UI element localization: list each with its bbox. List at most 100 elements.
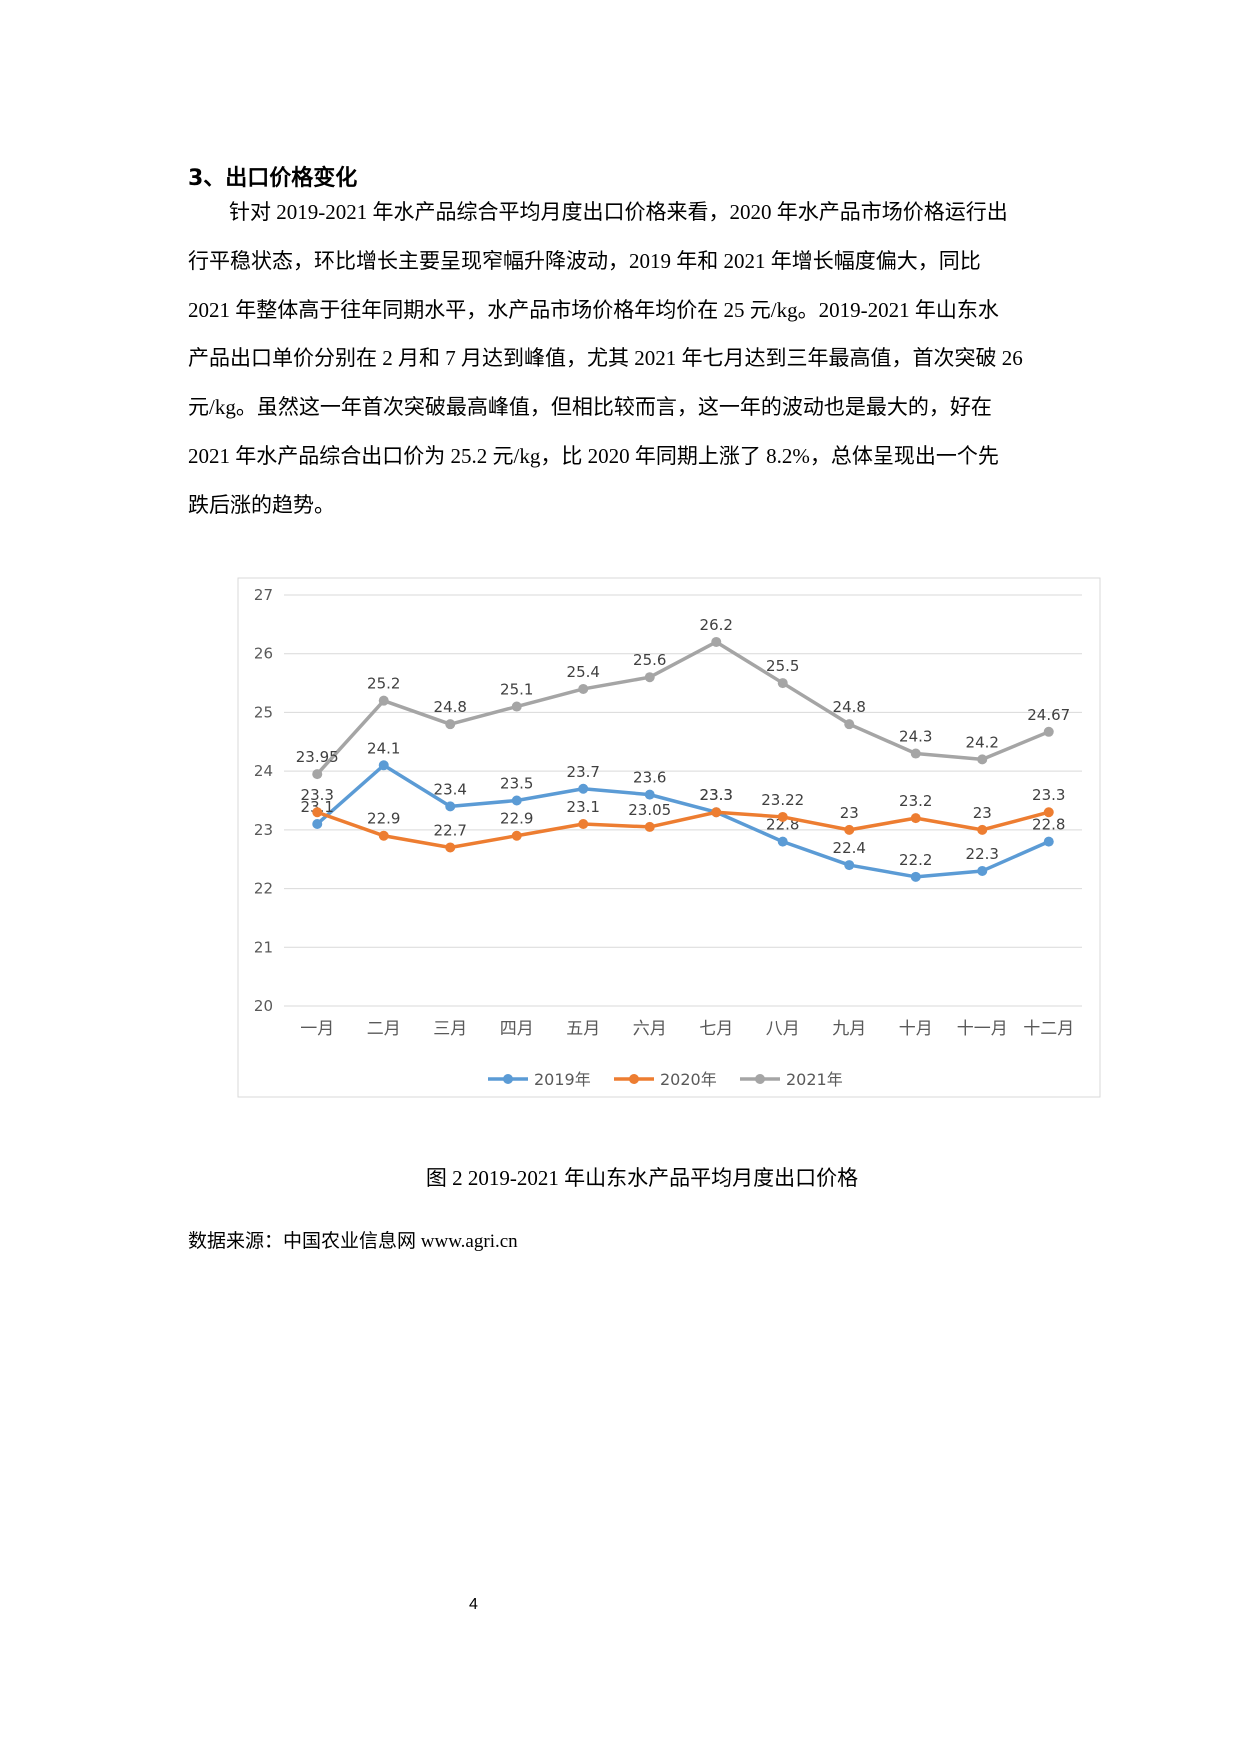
data-label: 25.4 [567,663,600,681]
data-point [312,818,323,829]
x-tick-label: 十月 [899,1019,933,1039]
y-tick-label: 20 [254,997,273,1015]
data-label: 25.1 [500,681,533,699]
data-point [777,678,788,689]
data-label: 23 [840,804,859,822]
data-point [445,801,456,812]
data-label: 22.3 [966,845,999,863]
data-label: 22.9 [500,810,533,828]
data-point [844,719,855,730]
data-label: 23 [973,804,992,822]
paragraph-line: 2021 年水产品综合出口价为 25.2 元/kg，比 2020 年同期上涨了 … [188,444,999,468]
y-tick-label: 22 [254,880,273,898]
data-label: 24.8 [434,698,467,716]
data-point [312,769,323,780]
data-label: 25.5 [766,657,799,675]
data-point [511,830,522,841]
series-line [315,640,1050,776]
y-tick-label: 24 [254,762,273,780]
legend-label: 2020年 [660,1070,717,1089]
data-label: 23.3 [301,786,334,804]
paragraph-line: 产品出口单价分别在 2 月和 7 月达到峰值，尤其 2021 年七月达到三年最高… [188,346,1023,371]
data-point [844,824,855,835]
data-label: 22.9 [367,810,400,828]
data-label: 23.3 [700,786,733,804]
data-point [977,824,988,835]
legend-marker [755,1074,765,1084]
x-tick-label: 一月 [300,1019,334,1039]
series-line [316,810,1050,850]
y-tick-label: 26 [254,645,273,663]
data-point [644,672,655,683]
data-label: 24.2 [966,733,999,751]
data-point [977,754,988,765]
data-point [711,636,722,647]
data-point [711,807,722,818]
data-label: 23.95 [296,748,339,766]
data-label: 24.1 [367,739,400,757]
data-point [910,871,921,882]
heading: 3、出口价格变化 [188,166,358,191]
data-point [910,813,921,824]
data-point [1043,836,1054,847]
data-point [844,860,855,871]
data-label: 23.3 [1032,786,1065,804]
data-point [378,830,389,841]
data-point [777,811,788,822]
x-tick-label: 四月 [500,1019,534,1039]
x-tick-label: 十一月 [957,1019,1008,1039]
caption: 图 2 2019-2021 年山东水产品平均月度出口价格 [425,1166,859,1190]
data-label: 23.1 [301,798,334,816]
data-label: 23.1 [567,798,600,816]
y-tick-label: 27 [254,586,273,604]
data-point [511,701,522,712]
data-label: 22.4 [833,839,866,857]
x-tick-label: 八月 [766,1019,800,1039]
data-point [1043,726,1054,737]
data-label: 24.67 [1027,706,1070,724]
y-tick-label: 21 [254,938,273,956]
data-point [511,795,522,806]
data-label: 23.5 [500,775,533,793]
legend-marker [629,1074,639,1084]
data-point [445,719,456,730]
data-label: 22.7 [434,821,467,839]
data-label: 24.3 [899,728,932,746]
legend-marker [503,1074,513,1084]
x-tick-label: 五月 [566,1019,600,1039]
data-point [777,836,788,847]
data-point [378,760,389,771]
data-point [312,807,323,818]
data-point [1043,807,1054,818]
y-tick-label: 25 [254,703,273,721]
data-label: 26.2 [700,616,733,634]
data-point [977,865,988,876]
paragraph-line: 针对 2019-2021 年水产品综合平均月度出口价格来看，2020 年水产品市… [229,200,1008,224]
series-line [316,763,1050,879]
data-point [578,683,589,694]
legend-label: 2021年 [786,1070,843,1089]
data-label: 24.8 [833,698,866,716]
x-tick-label: 九月 [832,1019,866,1039]
source: 数据来源：中国农业信息网 www.agri.cn [188,1231,518,1252]
data-label: 25.2 [367,675,400,693]
data-point [445,842,456,853]
x-tick-label: 七月 [699,1019,733,1039]
paragraph-line: 跌后涨的趋势。 [188,492,335,517]
x-tick-label: 三月 [433,1019,467,1039]
paragraph-line: 元/kg。虽然这一年首次突破最高峰值，但相比较而言，这一年的波动也是最大的，好在 [188,395,992,420]
data-label: 22.8 [1032,816,1065,834]
paragraph-line: 行平稳状态，环比增长主要呈现窄幅升降波动，2019 年和 2021 年增长幅度偏… [188,248,981,273]
data-point [578,783,589,794]
data-label: 23.4 [434,780,467,798]
data-label: 23.22 [761,791,804,809]
data-label: 22.2 [899,851,932,869]
page-number: 4 [469,1596,478,1613]
data-point [578,818,589,829]
data-point [644,789,655,800]
data-label: 23.05 [628,801,671,819]
x-tick-label: 六月 [633,1019,667,1039]
x-tick-label: 十二月 [1023,1019,1074,1039]
